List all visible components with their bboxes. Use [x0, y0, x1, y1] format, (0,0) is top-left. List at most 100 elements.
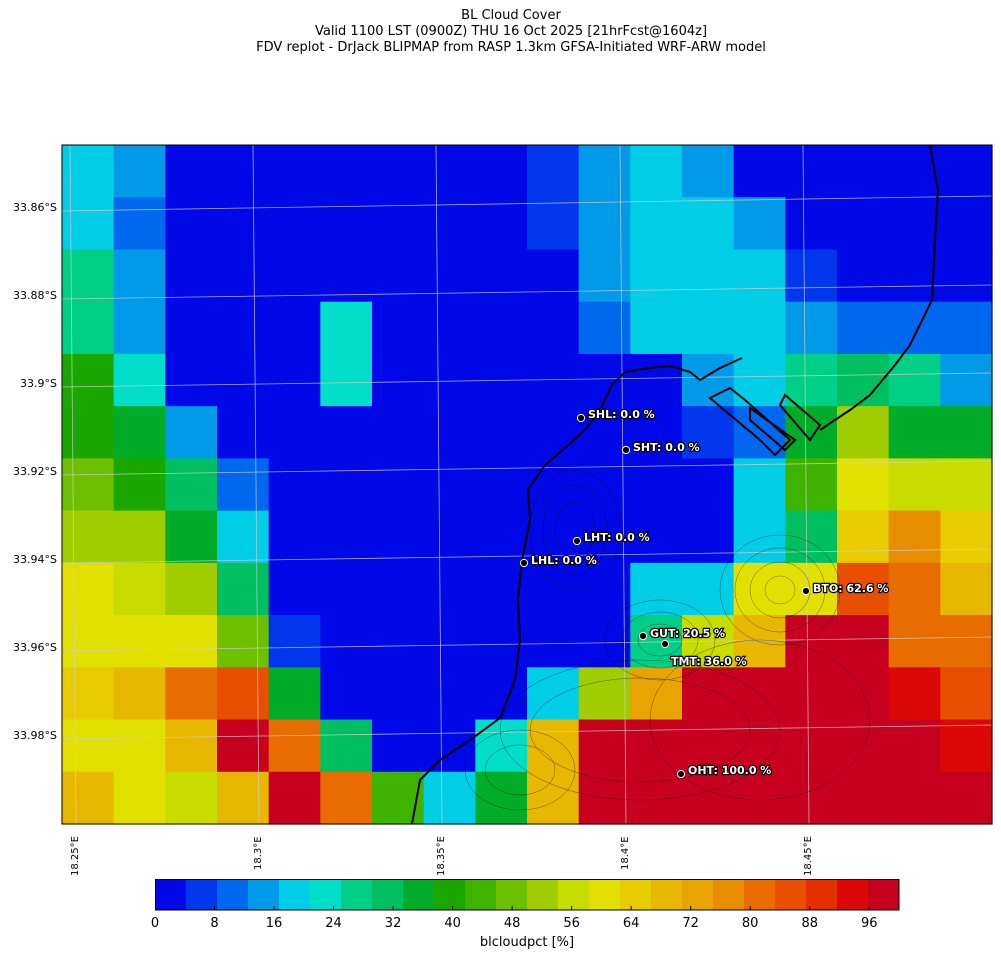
grid-cell — [682, 145, 735, 198]
colorbar-segment — [682, 879, 714, 910]
coastline — [411, 357, 743, 825]
grid-cell — [527, 406, 580, 459]
grid-cell — [733, 771, 786, 825]
grid-cell — [837, 301, 890, 355]
grid-cell — [62, 406, 115, 459]
grid-cell — [940, 249, 993, 303]
grid-cell — [268, 249, 321, 303]
lon-tick-label: 18.35°E — [436, 836, 447, 876]
grid-cell — [423, 510, 476, 564]
grid-cell — [785, 615, 838, 668]
grid-cell — [113, 301, 166, 355]
grid-cell — [268, 615, 321, 668]
station-marker-bto[interactable] — [801, 586, 811, 596]
colorbar-tick-label: 96 — [860, 916, 878, 931]
grid-cell — [320, 771, 373, 825]
station-marker-shl[interactable] — [576, 413, 586, 423]
grid-cell — [837, 771, 890, 825]
colorbar-tick-label: 8 — [210, 916, 219, 931]
station-label-sht: SHT: 0.0 % — [633, 441, 700, 454]
grid-cell — [940, 197, 993, 251]
grid-cell — [217, 667, 270, 721]
grid-cell — [578, 771, 631, 825]
grid-cell — [630, 197, 683, 251]
colorbar-segment — [279, 879, 311, 910]
grid-cell — [837, 145, 890, 198]
grid-cell — [320, 667, 373, 721]
terrain-contours — [464, 469, 871, 811]
station-marker-gut[interactable] — [638, 631, 648, 641]
grid-cell — [733, 615, 786, 668]
station-label-lhl: LHL: 0.0 % — [531, 554, 597, 567]
grid-cell — [320, 249, 373, 303]
grid-cell — [940, 458, 993, 512]
grid-cell — [62, 458, 115, 512]
station-marker-oht[interactable] — [676, 769, 686, 779]
grid-cell — [320, 406, 373, 459]
lon-tick-label: 18.4°E — [620, 836, 631, 870]
grid-cell — [940, 719, 993, 773]
station-marker-sht[interactable] — [621, 445, 631, 455]
grid-cell — [837, 249, 890, 303]
station-label-gut: GUT: 20.5 % — [650, 627, 725, 640]
map-frame — [61, 144, 993, 825]
lon-tick-label: 18.3°E — [253, 836, 264, 870]
colorbar-tick-label: 0 — [150, 916, 160, 931]
colorbar-tick-label: 40 — [444, 916, 461, 931]
grid-cell — [682, 197, 735, 251]
grid-cell — [113, 353, 166, 407]
station-marker-lht[interactable] — [572, 536, 582, 546]
grid-cell — [320, 615, 373, 668]
grid-cell — [578, 197, 631, 251]
lat-tick-label: 33.88°S — [13, 289, 57, 302]
grid-cell — [475, 458, 528, 512]
grid-cell — [320, 353, 373, 407]
grid-cell — [578, 145, 631, 198]
grid-cell — [268, 562, 321, 616]
grid-cell — [268, 458, 321, 512]
grid-cell — [113, 667, 166, 721]
colorbar-segment — [775, 879, 807, 910]
grid-cell — [320, 719, 373, 773]
grid-cell — [940, 667, 993, 721]
colorbar-tick-label: 72 — [682, 916, 699, 931]
grid-cell — [217, 197, 270, 251]
grid-cell — [62, 771, 115, 825]
grid-cell — [423, 562, 476, 616]
grid-cell — [682, 458, 735, 512]
grid-cell — [888, 458, 941, 512]
colorbar-segment — [589, 879, 621, 910]
colorbar-segment — [248, 879, 280, 910]
grid-cell — [423, 145, 476, 198]
grid-cell — [682, 301, 735, 355]
grid-cell — [630, 145, 683, 198]
grid-cell — [837, 458, 890, 512]
grid-cell — [837, 197, 890, 251]
grid-cell — [630, 719, 683, 773]
colorbar-tick-label: 24 — [325, 916, 342, 931]
colorbar-frame — [155, 879, 900, 911]
grid-cell — [785, 197, 838, 251]
grid-cell — [888, 562, 941, 616]
grid-cell — [217, 510, 270, 564]
grid-cell — [630, 667, 683, 721]
station-marker-tmt[interactable] — [660, 639, 670, 649]
grid-cell — [372, 719, 425, 773]
grid-cell — [785, 458, 838, 512]
grid-cell — [527, 353, 580, 407]
grid-cell — [837, 667, 890, 721]
colorbar-segment — [496, 879, 528, 910]
lat-tick-label: 33.94°S — [13, 553, 57, 566]
grid-cell — [372, 353, 425, 407]
station-marker-lhl[interactable] — [519, 558, 529, 568]
colorbar-segment — [837, 879, 869, 910]
cloud-cover-grid — [62, 145, 993, 825]
grid-cell — [268, 145, 321, 198]
grid-cell — [682, 771, 735, 825]
grid-cell — [217, 406, 270, 459]
grid-cell — [682, 719, 735, 773]
grid-cell — [372, 771, 425, 825]
grid-cell — [165, 353, 218, 407]
grid-cell — [268, 667, 321, 721]
grid-cell — [165, 249, 218, 303]
